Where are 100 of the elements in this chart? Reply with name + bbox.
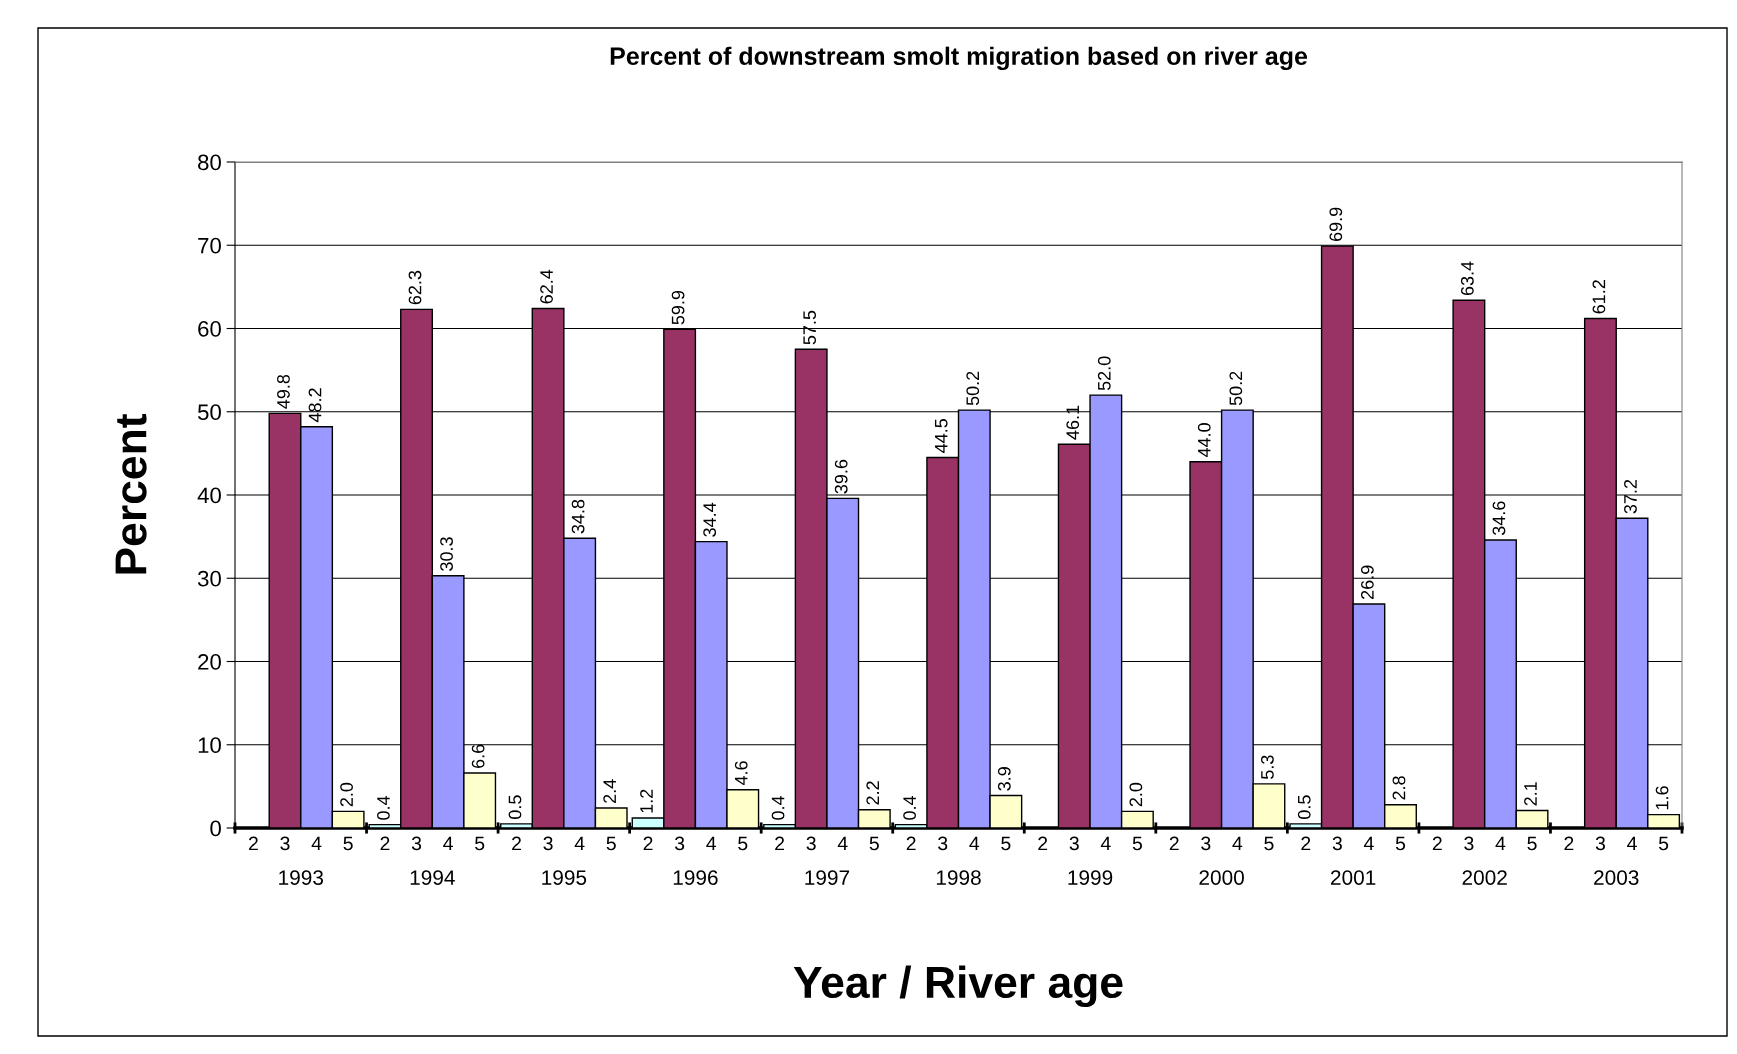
- text: 4: [1363, 836, 1374, 851]
- x-tick-label: 1993: [279, 870, 324, 885]
- text: 3: [543, 836, 553, 851]
- text: 3: [1595, 836, 1605, 851]
- text: 4: [1627, 836, 1637, 851]
- text: 2: [1038, 836, 1048, 851]
- text: 4: [443, 836, 453, 851]
- text: 2: [775, 836, 785, 851]
- text: 3: [1069, 836, 1079, 851]
- text: 5: [1132, 836, 1142, 851]
- text: 3: [1332, 836, 1342, 851]
- data-label: 2.8: [1392, 776, 1406, 800]
- text: 2: [1169, 836, 1179, 851]
- text: 2: [1564, 836, 1574, 851]
- data-label: 0.4: [771, 795, 785, 820]
- text: 5: [738, 836, 748, 851]
- data-label: 44.5: [934, 418, 948, 453]
- text: 5: [606, 836, 616, 851]
- text: 5: [1527, 836, 1537, 851]
- data-label: 0.5: [508, 795, 522, 819]
- text: 3: [1464, 836, 1474, 851]
- text: 2: [512, 836, 521, 851]
- data-label: 0.4: [377, 795, 390, 820]
- y-tick-label: 60: [198, 321, 221, 337]
- y-tick-label: 50: [197, 404, 221, 421]
- data-label: 34.6: [1492, 501, 1506, 536]
- data-label: 61.2: [1592, 280, 1606, 314]
- data-label: 2.2: [866, 781, 879, 805]
- data-label: 34.8: [571, 499, 585, 534]
- text: 2: [906, 836, 916, 851]
- x-tick-label: 1997: [805, 870, 850, 885]
- text: 4: [574, 836, 585, 851]
- y-tick-label: 30: [197, 570, 221, 587]
- data-label: 34.4: [703, 502, 717, 537]
- x-tick-label: 1994: [410, 870, 455, 885]
- data-label: 62.4: [540, 269, 553, 304]
- text: 4: [837, 836, 848, 851]
- text: 4: [969, 836, 980, 851]
- data-label: 48.2: [308, 388, 322, 423]
- chart-title: Percent of downstream smolt migration based on river age: [610, 46, 1308, 71]
- series-label: 4: [311, 836, 322, 851]
- text: 2: [1432, 836, 1442, 851]
- text: 5: [869, 836, 879, 851]
- y-tick-label: 40: [197, 487, 221, 504]
- data-label: 2.1: [1524, 782, 1537, 806]
- data-label: 26.9: [1360, 565, 1374, 599]
- x-tick-label: 1995: [542, 870, 587, 885]
- data-label: 0.5: [1297, 795, 1311, 819]
- y-tick-label: 20: [198, 654, 221, 670]
- text: 5: [1658, 836, 1669, 851]
- data-label: 52.0: [1097, 356, 1111, 391]
- data-label: 62.3: [408, 270, 422, 305]
- x-tick-label: 2001: [1331, 870, 1376, 885]
- text: 4: [1100, 836, 1111, 851]
- text: 2: [248, 836, 258, 851]
- data-label: 0.4: [903, 795, 916, 820]
- y-tick-label: 70: [198, 237, 221, 254]
- text: 4: [706, 836, 717, 851]
- data-label: 1.2: [640, 789, 653, 813]
- x-tick-label: 2000: [1199, 870, 1244, 885]
- text: 4: [1232, 836, 1243, 851]
- data-label: 2.4: [603, 779, 616, 803]
- data-label: 69.9: [1329, 207, 1343, 241]
- x-tick-label: 1999: [1068, 870, 1113, 885]
- series-label: 2: [380, 836, 390, 851]
- data-label: 5.3: [1261, 755, 1274, 779]
- data-label: 50.2: [966, 371, 980, 406]
- data-label: 3.9: [997, 767, 1011, 791]
- text: 4: [1495, 836, 1506, 851]
- data-label: 2.0: [1129, 782, 1143, 807]
- data-label: 4.6: [734, 761, 748, 786]
- text: 5: [1395, 836, 1406, 851]
- x-tick-label: 2003: [1594, 870, 1639, 885]
- text: 3: [411, 836, 422, 851]
- data-label: 50.2: [1229, 371, 1243, 406]
- data-label: 49.8: [277, 374, 290, 409]
- text: 2: [1301, 836, 1311, 851]
- text: 3: [1201, 836, 1211, 851]
- data-label: 1.6: [1655, 786, 1669, 810]
- x-axis-title: Year / River age: [793, 965, 1123, 1008]
- series-label: 5: [343, 836, 353, 851]
- data-label: 59.9: [671, 290, 685, 325]
- data-label: 39.6: [834, 459, 848, 494]
- y-tick-label: 10: [198, 737, 221, 754]
- data-label: 6.6: [471, 744, 485, 768]
- data-label: 63.4: [1460, 261, 1474, 296]
- text: 5: [475, 836, 485, 851]
- y-tick-label: 80: [198, 154, 221, 171]
- data-label: 37.2: [1624, 479, 1637, 514]
- y-tick-label: 0: [210, 820, 221, 837]
- series-label: 3: [280, 836, 290, 851]
- data-label: 44.0: [1197, 423, 1211, 458]
- text: 3: [674, 836, 685, 851]
- data-label: 30.3: [440, 537, 453, 571]
- x-tick-label: 1996: [673, 870, 718, 885]
- x-tick-label: 2002: [1462, 870, 1507, 885]
- data-label: 2.0: [340, 782, 353, 807]
- data-label: 57.5: [803, 310, 817, 345]
- text: 5: [1264, 836, 1274, 851]
- text: 3: [938, 836, 948, 851]
